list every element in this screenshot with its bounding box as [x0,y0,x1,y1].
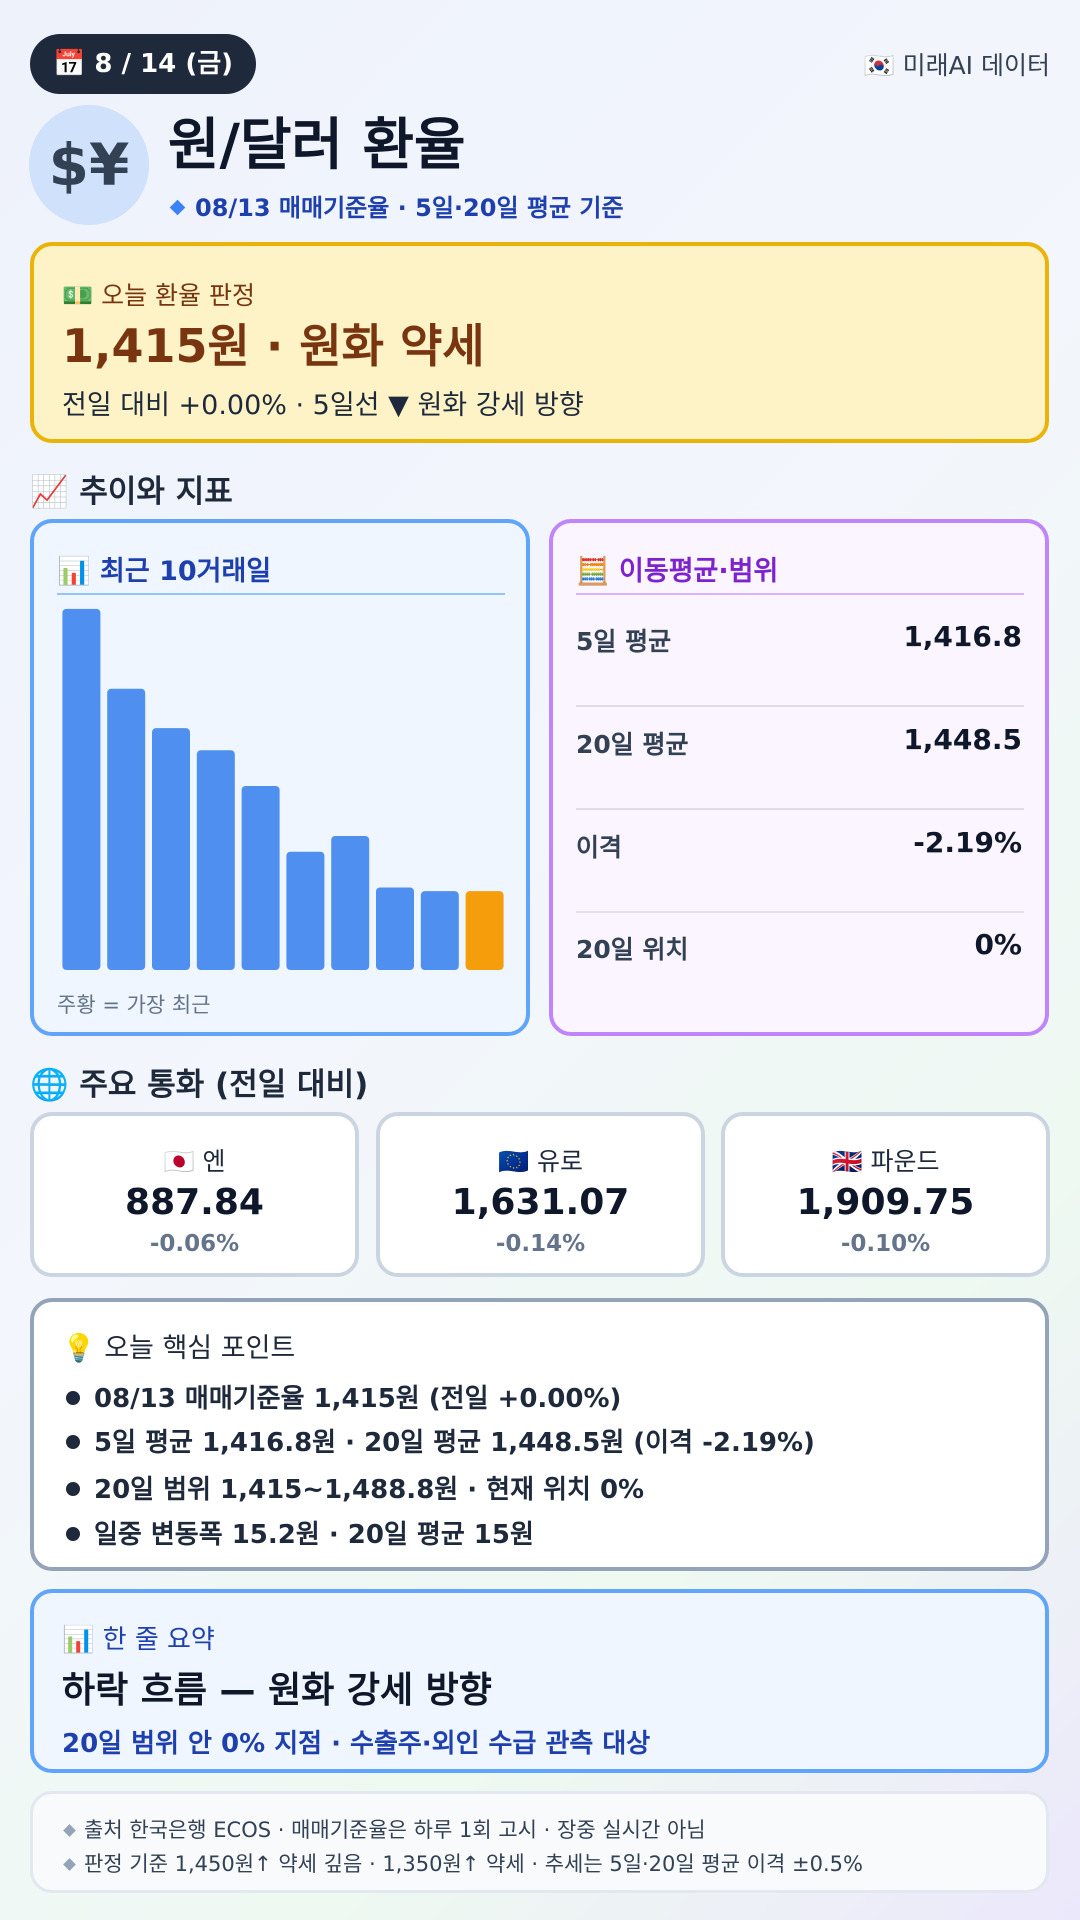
currency-card: 🇯🇵 엔 887.84 -0.06% [30,1112,359,1277]
currency-name: 🇪🇺 유로 [497,1147,584,1176]
subtitle-row: 08/13 매매기준율 · 5일·20일 평균 기준 [168,188,624,223]
icon: $¥ [29,105,149,225]
footer-line: 판정 기준 1,450원↑ 약세 깊음 · 1,350원↑ 약세 · 추세는 5… [61,1848,863,1878]
point: 5일 평균 1,416.8원 · 20일 평균 1,448.5원 (이격 -2.… [62,1422,815,1459]
average-card: 🧮 이동평균·범위 5일 평균 1,416.8 20일 평균 1,448.5 이… [549,519,1049,1036]
footer-card: 출처 한국은행 ECOS · 매매기준율은 하루 1회 고시 · 장중 실시간 … [30,1791,1049,1893]
subtitle: 08/13 매매기준율 · 5일·20일 평균 기준 [195,194,624,222]
row-label: 20일 평균 [576,730,689,759]
title: 원/달러 환율 [168,113,466,178]
currency-name: 🇯🇵 엔 [163,1147,226,1176]
summary-headline: 하락 흐름 — 원화 강세 방향 [62,1670,492,1711]
chart-title: 📊 최근 10거래일 [57,556,272,587]
diamond [63,1824,76,1837]
footer-text: 판정 기준 1,450원↑ 약세 깊음 · 1,350원↑ 약세 · 추세는 5… [84,1852,863,1876]
point-text: 08/13 매매기준율 1,415원 (전일 +0.00%) [94,1384,622,1414]
rule [576,593,1024,595]
row-label: 20일 위치 [576,935,689,964]
chart [62,608,504,970]
verdict-detail: 전일 대비 +0.00% · 5일선 ▼ 원화 강세 방향 [62,390,584,421]
chart-card: 📊 최근 10거래일 주황 = 가장 최근 [30,519,530,1036]
bar [376,887,414,970]
separator [576,808,1024,810]
currency-change: -0.10% [840,1231,931,1257]
bullet [66,1482,80,1496]
point-text: 20일 범위 1,415~1,488.8원 · 현재 위치 0% [94,1475,645,1505]
currency-value: 1,631.07 [451,1182,630,1223]
currency-value: 887.84 [125,1182,264,1223]
currency-card: 🇪🇺 유로 1,631.07 -0.14% [376,1112,705,1277]
summary-detail: 20일 범위 안 0% 지점 · 수출주·외인 수급 관측 대상 [62,1729,651,1759]
bar [465,891,504,970]
row-label: 5일 평균 [576,627,672,656]
currency-card: 🇬🇧 파운드 1,909.75 -0.10% [721,1112,1050,1277]
rule [57,593,505,595]
bullet [66,1391,80,1405]
row-value: 1,416.8 [903,620,1022,653]
bar [196,750,235,970]
diamond [63,1858,76,1871]
currency-name: 🇬🇧 파운드 [831,1147,940,1176]
bar [152,728,190,970]
verdict-headline: 1,415원 · 원화 약세 [62,319,485,373]
bar [62,608,101,970]
chart-note: 주황 = 가장 최근 [57,993,211,1017]
date-pill: 📅 8 / 14 (금) [30,34,256,94]
points-card: 💡 오늘 핵심 포인트 08/13 매매기준율 1,415원 (전일 +0.00… [30,1298,1049,1571]
points-title: 💡 오늘 핵심 포인트 [62,1333,296,1364]
section-title: 🌐 주요 통화 (전일 대비) [30,1067,369,1103]
row-label: 이격 [576,833,623,862]
separator [576,705,1024,707]
bar [331,835,370,970]
currency-change: -0.14% [495,1231,586,1257]
verdict-label: 💵 오늘 환율 판정 [62,281,255,310]
section-title: 📈 추이와 지표 [30,474,233,510]
diamond [169,199,186,216]
point-text: 5일 평균 1,416.8원 · 20일 평균 1,448.5원 (이격 -2.… [94,1428,815,1458]
point: 20일 범위 1,415~1,488.8원 · 현재 위치 0% [62,1469,644,1506]
bullet [66,1527,80,1541]
brand: 🇰🇷 미래AI 데이터 [863,51,1051,80]
verdict-card: 💵 오늘 환율 판정 1,415원 · 원화 약세 전일 대비 +0.00% ·… [30,242,1049,443]
point-text: 일중 변동폭 15.2원 · 20일 평균 15원 [94,1520,534,1550]
bar [107,688,146,970]
row-value: 1,448.5 [903,723,1022,756]
currency-change: -0.06% [149,1231,240,1257]
row-value: -2.19% [913,826,1022,859]
point: 08/13 매매기준율 1,415원 (전일 +0.00%) [62,1378,621,1415]
bar [286,851,325,970]
bar [241,786,280,970]
summary-card: 📊 한 줄 요약 하락 흐름 — 원화 강세 방향 20일 범위 안 0% 지점… [30,1589,1049,1773]
point: 일중 변동폭 15.2원 · 20일 평균 15원 [62,1514,534,1551]
average-title: 🧮 이동평균·범위 [576,556,779,587]
footer-line: 출처 한국은행 ECOS · 매매기준율은 하루 1회 고시 · 장중 실시간 … [61,1814,706,1844]
bullet [66,1435,80,1449]
currency-value: 1,909.75 [796,1182,975,1223]
footer-text: 출처 한국은행 ECOS · 매매기준율은 하루 1회 고시 · 장중 실시간 … [84,1818,706,1842]
separator [576,911,1024,913]
bar [420,891,459,970]
row-value: 0% [974,928,1022,961]
summary-label: 📊 한 줄 요약 [62,1625,215,1655]
